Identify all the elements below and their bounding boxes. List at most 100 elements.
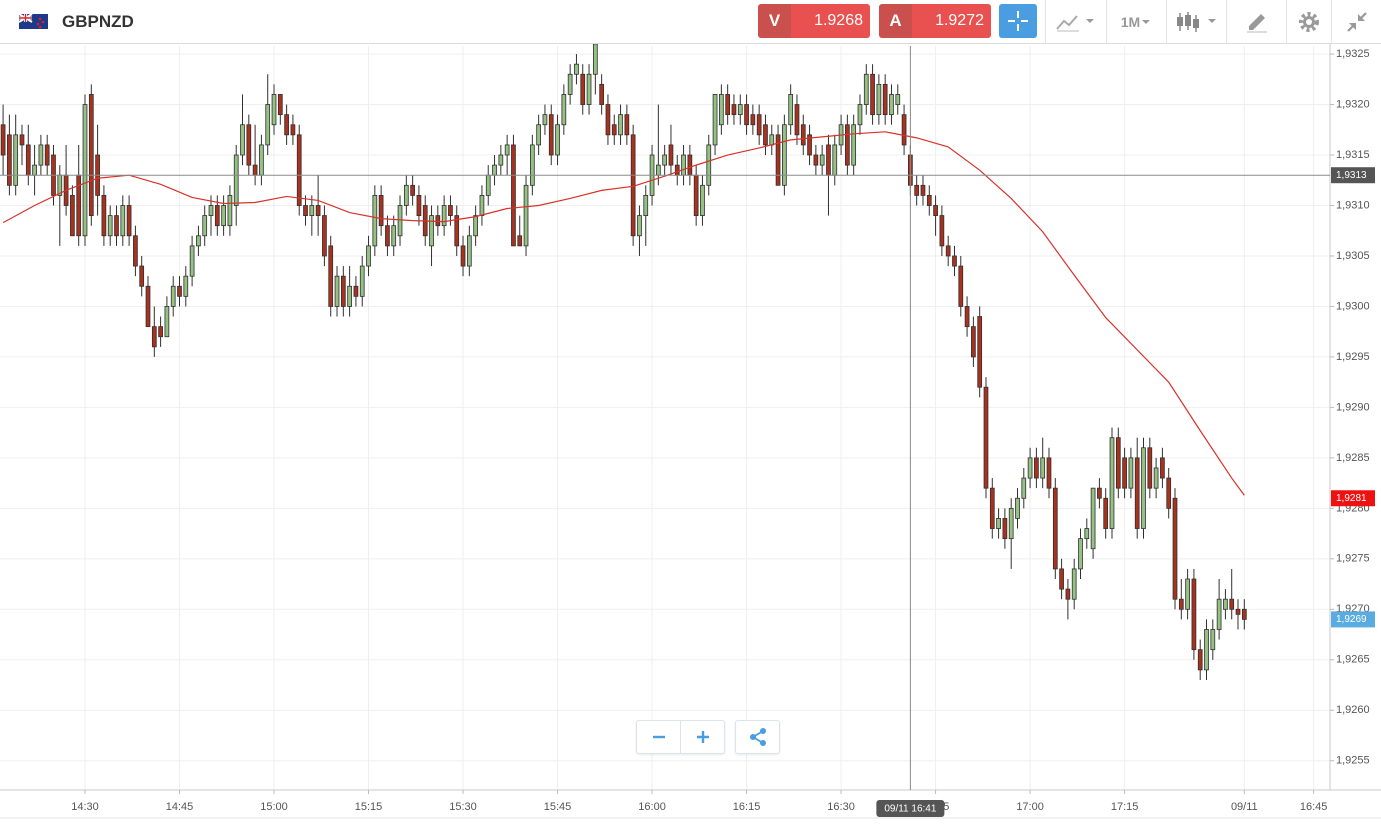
collapse-icon	[1347, 11, 1367, 32]
candle-body	[1059, 568, 1064, 590]
candle-body	[857, 104, 863, 126]
candle-body	[1185, 578, 1190, 610]
candle-body	[882, 83, 888, 116]
candle-body	[246, 124, 252, 166]
candle-body	[196, 235, 201, 247]
candle-body	[750, 114, 756, 126]
candle-body	[737, 104, 743, 116]
draw-button[interactable]	[1226, 0, 1286, 43]
candle-body	[101, 195, 107, 237]
candle-body	[945, 245, 951, 257]
candle-body	[876, 83, 882, 116]
candle-body	[763, 124, 768, 146]
x-tick-label: 15:30	[449, 801, 477, 813]
candle-body	[460, 245, 466, 267]
settings-button[interactable]	[1286, 0, 1331, 43]
candle-body	[674, 164, 680, 176]
candle-body	[189, 245, 195, 277]
candle-body	[611, 124, 617, 136]
candle-body	[920, 184, 926, 196]
zoom-out-button[interactable]	[637, 721, 681, 753]
candle-body	[328, 245, 334, 307]
candle-body	[183, 275, 189, 297]
candle-body	[164, 306, 170, 338]
candle-body	[473, 215, 478, 237]
candle-body	[126, 205, 132, 237]
candle-body	[681, 154, 686, 176]
candle-body	[529, 144, 535, 186]
candle-body	[567, 73, 573, 95]
y-tick-label: 1,9300	[1336, 300, 1370, 312]
share-group	[735, 720, 780, 754]
timeframe-button[interactable]: 1M	[1106, 0, 1166, 43]
candle-body	[580, 73, 586, 105]
candle-body	[7, 134, 12, 186]
candle-body	[435, 215, 441, 227]
y-tick-label: 1,9265	[1336, 654, 1370, 666]
candle-body	[1021, 477, 1027, 499]
chart-type-button[interactable]	[1045, 0, 1106, 43]
candle-body	[403, 184, 409, 206]
sell-button[interactable]: V 1.9268	[758, 4, 870, 38]
candle-body	[13, 134, 19, 186]
y-tick-label: 1,9260	[1336, 704, 1370, 716]
toolbar: GBPNZD V 1.9268 A 1.9272 1M	[0, 0, 1381, 44]
candle-body	[952, 255, 957, 267]
price-label: 1,9269	[1336, 614, 1367, 625]
candle-body	[252, 164, 258, 176]
candle-body	[259, 144, 264, 176]
zoom-in-button[interactable]	[681, 721, 724, 753]
candle-type-button[interactable]	[1166, 0, 1226, 43]
y-tick-label: 1,9255	[1336, 755, 1370, 767]
share-button[interactable]	[736, 721, 779, 753]
candle-body	[744, 104, 749, 126]
candle-body	[359, 265, 365, 297]
y-tick-label: 1,9305	[1336, 250, 1370, 262]
candle-body	[693, 174, 699, 216]
candle-body	[731, 104, 737, 116]
candle-body	[574, 63, 579, 75]
candle-body	[832, 144, 838, 176]
candle-body	[448, 205, 453, 216]
candle-body	[208, 205, 214, 216]
candle-body	[277, 94, 283, 116]
candle-body	[44, 144, 50, 166]
y-tick-label: 1,9325	[1336, 48, 1370, 60]
candle-body	[523, 184, 529, 247]
candle-body	[151, 326, 157, 348]
gear-icon	[1299, 11, 1319, 32]
line-chart-icon	[1056, 14, 1094, 31]
candle-body	[1178, 598, 1184, 610]
candle-body	[1040, 457, 1046, 479]
buy-label: A	[879, 4, 912, 38]
candle-body	[618, 114, 623, 136]
candle-body	[284, 114, 289, 136]
candle-body	[977, 316, 983, 388]
candle-body	[485, 174, 491, 196]
buy-button[interactable]: A 1.9272	[879, 4, 991, 38]
candle-body	[504, 144, 510, 156]
candle-body	[1103, 497, 1109, 529]
candle-body	[202, 215, 208, 237]
candle-body	[1115, 437, 1121, 489]
candle-body	[340, 275, 346, 307]
candle-body	[170, 285, 176, 307]
candle-body	[863, 73, 869, 105]
crosshair-x-label: 09/11 16:41	[884, 804, 937, 815]
x-tick-label: 17:00	[1016, 801, 1044, 813]
candle-body	[309, 205, 315, 216]
candle-body	[145, 285, 151, 328]
candle-body	[819, 154, 825, 166]
candle-body	[1090, 487, 1096, 550]
sell-price: 1.9268	[791, 4, 870, 38]
candle-body	[536, 124, 541, 146]
candle-body	[19, 134, 25, 146]
collapse-button[interactable]	[1331, 0, 1381, 43]
candle-body	[971, 326, 976, 358]
crosshair-button[interactable]	[999, 4, 1037, 38]
candle-body	[1166, 477, 1172, 509]
candle-body	[416, 195, 422, 216]
candle-body	[296, 134, 302, 206]
candle-body	[1015, 497, 1020, 519]
